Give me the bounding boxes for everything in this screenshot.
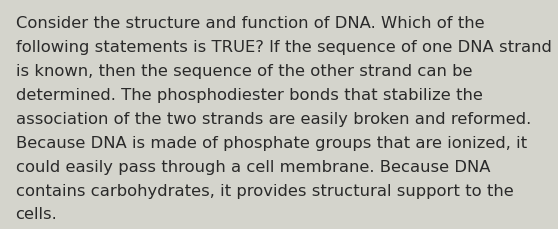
Text: could easily pass through a cell membrane. Because DNA: could easily pass through a cell membran… xyxy=(16,159,490,174)
Text: following statements is TRUE? If the sequence of one DNA strand: following statements is TRUE? If the seq… xyxy=(16,40,551,55)
Text: Because DNA is made of phosphate groups that are ionized, it: Because DNA is made of phosphate groups … xyxy=(16,135,527,150)
Text: is known, then the sequence of the other strand can be: is known, then the sequence of the other… xyxy=(16,64,472,79)
Text: determined. The phosphodiester bonds that stabilize the: determined. The phosphodiester bonds tha… xyxy=(16,87,483,102)
Text: cells.: cells. xyxy=(16,207,57,221)
Text: Consider the structure and function of DNA. Which of the: Consider the structure and function of D… xyxy=(16,16,484,31)
Text: association of the two strands are easily broken and reformed.: association of the two strands are easil… xyxy=(16,111,531,126)
Text: contains carbohydrates, it provides structural support to the: contains carbohydrates, it provides stru… xyxy=(16,183,513,198)
